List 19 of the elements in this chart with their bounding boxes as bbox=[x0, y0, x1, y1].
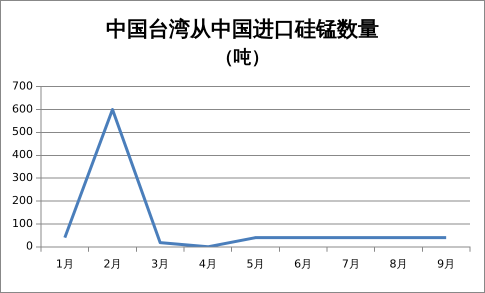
y-tick-label: 100 bbox=[12, 216, 33, 230]
y-tick-label: 0 bbox=[26, 240, 33, 253]
x-tick-label: 2月 bbox=[103, 257, 122, 270]
x-tick-label: 8月 bbox=[390, 257, 408, 270]
x-tick-label: 4月 bbox=[198, 257, 217, 270]
y-tick-label: 600 bbox=[12, 102, 33, 116]
y-tick-label: 500 bbox=[12, 125, 33, 138]
x-tick-label: 9月 bbox=[437, 257, 456, 270]
x-tick-label: 6月 bbox=[294, 257, 312, 270]
chart-title: 中国台湾从中国进口硅锰数量 bbox=[105, 16, 380, 43]
y-tick-label: 700 bbox=[12, 79, 33, 92]
x-tick-label: 7月 bbox=[342, 257, 360, 270]
y-tick-label: 200 bbox=[12, 194, 33, 207]
y-tick-label: 400 bbox=[12, 148, 33, 162]
chart-subtitle: （吨） bbox=[214, 46, 270, 69]
x-tick-label: 5月 bbox=[246, 257, 264, 270]
y-tick-label: 300 bbox=[12, 171, 33, 184]
x-tick-label: 1月 bbox=[56, 257, 74, 270]
x-tick-label: 3月 bbox=[151, 257, 170, 270]
